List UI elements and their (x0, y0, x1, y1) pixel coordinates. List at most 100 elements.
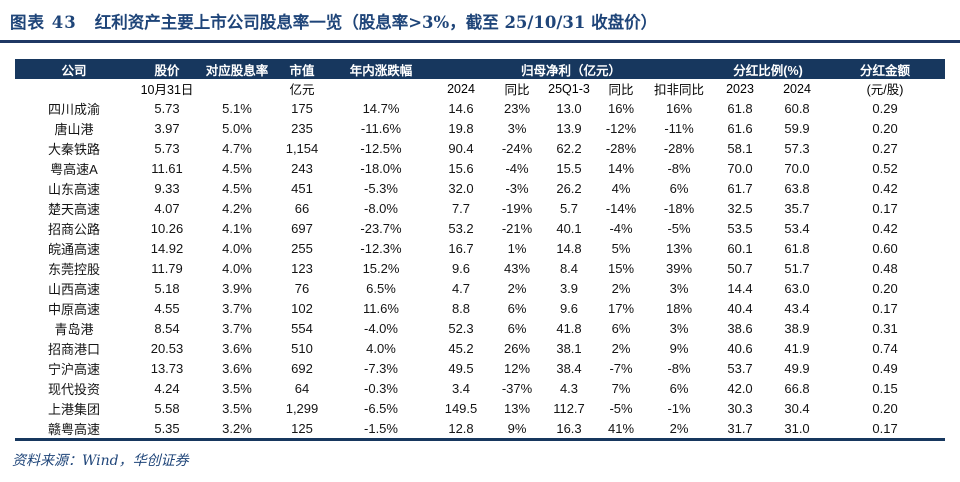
value-cell: 4.0% (222, 260, 252, 276)
col-header-price: 股价 (133, 59, 201, 79)
subheader-25q1-3: 25Q1-3 (548, 81, 590, 96)
value-cell: -5% (609, 400, 633, 416)
value-cell: 26% (503, 340, 531, 356)
value-cell: 16.7 (448, 240, 474, 256)
value-cell: 40.4 (727, 300, 753, 316)
value-cell: 692 (291, 360, 313, 376)
header-row-groups: 公司 股价 对应股息率 市值 年内涨跌幅 归母净利（亿元） 分红比例(%) 分红… (15, 59, 946, 79)
value-cell: 90.4 (448, 140, 474, 156)
value-cell: 3.6% (222, 360, 252, 376)
value-cell: 63.8 (784, 180, 810, 196)
value-cell: 14.92 (150, 240, 184, 256)
value-cell: 12% (503, 360, 531, 376)
value-cell: -8% (667, 360, 691, 376)
subheader-empty-yield (201, 79, 273, 98)
value-cell: 0.20 (872, 280, 898, 296)
value-cell: 76 (294, 280, 310, 296)
subheader-amount-unit: (元/股) (866, 83, 904, 97)
subheader-deducted-yoy: 扣非同比 (654, 83, 705, 97)
company-cell: 唐山港 (54, 121, 94, 137)
value-cell: -37% (501, 380, 533, 396)
value-cell: -18.0% (360, 160, 402, 176)
value-cell: 3.4 (451, 380, 471, 396)
value-cell: 4.7% (222, 140, 252, 156)
title-divider (0, 40, 960, 43)
col-header-yield: 对应股息率 (201, 59, 273, 79)
value-cell: -19% (501, 200, 533, 216)
company-cell: 东莞控股 (47, 261, 100, 277)
value-cell: 0.17 (872, 300, 898, 316)
value-cell: 43.4 (784, 300, 810, 316)
value-cell: 4% (611, 180, 631, 196)
value-cell: 3.5% (222, 380, 252, 396)
value-cell: 13% (665, 240, 693, 256)
value-cell: 18% (665, 300, 693, 316)
value-cell: -12.5% (360, 140, 402, 156)
value-cell: 3.9 (559, 280, 579, 296)
value-cell: 61.8 (727, 100, 753, 116)
value-cell: 5.58 (154, 400, 180, 416)
value-cell: 14% (607, 160, 635, 176)
value-cell: 39% (665, 260, 693, 276)
value-cell: 53.5 (727, 220, 753, 236)
value-cell: 16.3 (556, 420, 582, 436)
value-cell: 4.0% (222, 240, 252, 256)
value-cell: 62.2 (556, 140, 582, 156)
value-cell: 0.20 (872, 400, 898, 416)
value-cell: 43% (503, 260, 531, 276)
value-cell: -8% (667, 160, 691, 176)
value-cell: 6% (611, 320, 631, 336)
value-cell: 102 (291, 300, 313, 316)
dividend-table: 公司 股价 对应股息率 市值 年内涨跌幅 归母净利（亿元） 分红比例(%) 分红… (15, 59, 946, 441)
figure-title: 图表 43 红利资产主要上市公司股息率一览（股息率>3%，截至 25/10/31 … (0, 0, 960, 33)
value-cell: 8.8 (451, 300, 471, 316)
value-cell: 6.5% (366, 280, 396, 296)
value-cell: 23% (503, 100, 531, 116)
table-row: 招商港口 20.53 3.6% 510 4.0% 45.2 26% 38.1 2% 9% 40.6 4… (15, 338, 945, 358)
table-row: 上港集团 5.58 3.5% 1,299 -6.5% 149.5 13% 112.7 -5% -1… (15, 398, 945, 418)
value-cell: 61.7 (727, 180, 753, 196)
value-cell: 70.0 (784, 160, 810, 176)
value-cell: 11.6% (363, 300, 399, 316)
value-cell: 51.7 (784, 260, 810, 276)
table-row: 青岛港 8.54 3.7% 554 -4.0% 52.3 6% 41.8 6% 3% 38.6 38.… (15, 318, 945, 338)
value-cell: -23.7% (360, 220, 402, 236)
value-cell: -4% (609, 220, 633, 236)
value-cell: -7.3% (364, 360, 398, 376)
value-cell: 510 (291, 340, 313, 356)
company-cell: 宁沪高速 (47, 361, 100, 377)
value-cell: 66.8 (784, 380, 810, 396)
value-cell: 112.7 (553, 400, 585, 416)
value-cell: 243 (291, 160, 313, 176)
value-cell: 3.6% (222, 340, 252, 356)
value-cell: 14.4 (727, 280, 753, 296)
table-row: 楚天高速 4.07 4.2% 66 -8.0% 7.7 -19% 5.7 -14% -18% 32.… (15, 198, 945, 218)
value-cell: 31.0 (784, 420, 810, 436)
value-cell: -3% (505, 180, 529, 196)
value-cell: 40.1 (556, 220, 582, 236)
value-cell: 35.7 (784, 200, 810, 216)
value-cell: 50.7 (727, 260, 753, 276)
company-cell: 招商港口 (47, 341, 100, 357)
value-cell: 41.8 (556, 320, 582, 336)
value-cell: 1,299 (285, 400, 319, 416)
value-cell: 63.0 (784, 280, 810, 296)
value-cell: 1% (507, 240, 527, 256)
value-cell: 31.7 (727, 420, 753, 436)
value-cell: 0.74 (872, 340, 898, 356)
value-cell: 42.0 (727, 380, 753, 396)
value-cell: 6% (507, 320, 527, 336)
table-row: 粤高速A 11.61 4.5% 243 -18.0% 15.6 -4% 15.5 14% -8% 7… (15, 158, 945, 178)
value-cell: 0.31 (872, 320, 898, 336)
value-cell: 64 (294, 380, 310, 396)
value-cell: 38.6 (727, 320, 753, 336)
value-cell: 32.5 (727, 200, 753, 216)
value-cell: 61.8 (784, 240, 810, 256)
value-cell: 3% (507, 120, 527, 136)
value-cell: -6.5% (364, 400, 398, 416)
value-cell: 4.5% (222, 180, 252, 196)
value-cell: 13.9 (556, 120, 582, 136)
value-cell: 58.1 (727, 140, 753, 156)
value-cell: 45.2 (448, 340, 474, 356)
value-cell: 697 (291, 220, 313, 236)
